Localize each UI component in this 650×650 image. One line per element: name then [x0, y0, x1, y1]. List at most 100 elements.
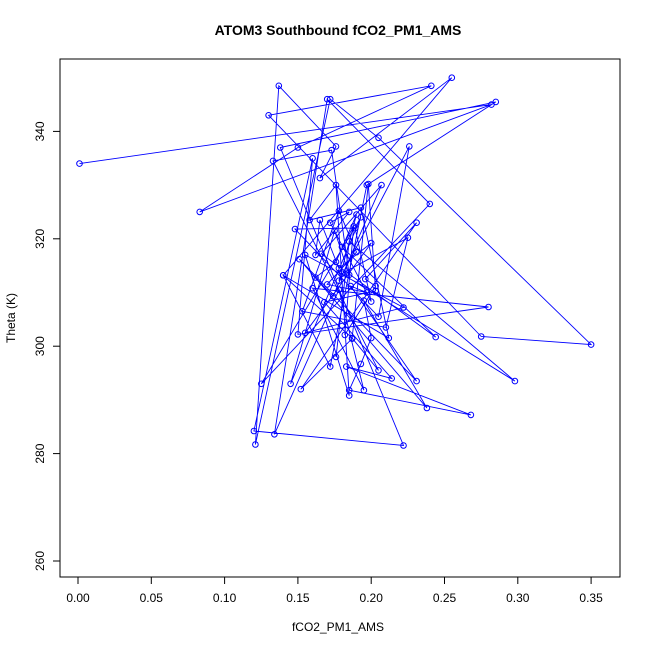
x-axis: 0.00 0.05 0.10 0.15 0.20 0.25 0.30 0.35 — [66, 576, 603, 605]
data-point — [372, 287, 379, 295]
data-point — [413, 377, 420, 385]
data-point — [350, 223, 357, 230]
x-tick-label: 0.35 — [579, 591, 603, 605]
y-axis: 260 280 300 320 340 — [33, 121, 61, 571]
data-point — [345, 238, 353, 245]
data-point — [477, 333, 485, 340]
x-tick-label: 0.15 — [286, 591, 310, 605]
data-point — [382, 324, 390, 331]
data-point — [347, 282, 355, 290]
data-point — [485, 303, 492, 311]
data-point — [335, 265, 343, 272]
x-tick-label: 0.00 — [66, 591, 90, 605]
y-tick-label: 280 — [33, 443, 47, 463]
x-tick-label: 0.25 — [433, 591, 457, 605]
data-point — [345, 271, 353, 279]
data-point — [335, 286, 343, 294]
data-point — [258, 380, 265, 388]
data-point — [388, 375, 396, 382]
data-point — [252, 441, 259, 448]
data-point — [312, 274, 319, 281]
data-point — [367, 239, 375, 247]
data-point — [400, 442, 407, 449]
data-point — [335, 277, 343, 285]
x-axis-label: fCO2_PM1_AMS — [292, 620, 384, 634]
data-point — [332, 353, 340, 361]
data-point — [318, 250, 325, 258]
data-point — [372, 282, 379, 290]
data-point — [332, 258, 340, 266]
data-point — [277, 144, 284, 151]
data-point — [492, 98, 500, 106]
data-point — [360, 297, 368, 304]
data-point — [309, 155, 316, 162]
data-point — [353, 211, 360, 218]
data-point — [404, 234, 412, 241]
data-point — [511, 377, 519, 385]
x-tick-label: 0.10 — [213, 591, 237, 605]
data-point — [301, 251, 309, 259]
data-point — [301, 329, 309, 337]
data-point — [353, 248, 360, 256]
data-point — [326, 95, 334, 103]
data-point — [279, 272, 287, 279]
data-point — [306, 216, 313, 224]
data-point — [426, 200, 434, 208]
data-point — [365, 180, 372, 188]
y-tick-label: 260 — [33, 551, 47, 571]
data-point — [275, 82, 283, 90]
data-point — [326, 219, 334, 226]
data-point — [363, 181, 371, 189]
series-layer — [76, 74, 595, 449]
x-tick-label: 0.20 — [360, 591, 384, 605]
data-point — [321, 298, 328, 306]
data-point — [400, 304, 407, 311]
data-point — [448, 74, 456, 81]
data-point — [296, 255, 303, 263]
data-point — [362, 275, 369, 283]
data-point — [287, 380, 294, 388]
data-point — [357, 360, 365, 368]
data-point — [385, 334, 393, 342]
data-point — [345, 386, 353, 394]
data-point — [335, 207, 343, 215]
data-point — [291, 225, 299, 233]
data-point — [378, 181, 385, 189]
data-point — [294, 144, 302, 151]
data-point — [587, 341, 595, 348]
y-tick-label: 320 — [33, 228, 47, 248]
data-point — [323, 281, 331, 288]
data-point — [323, 95, 331, 103]
data-point — [357, 204, 365, 211]
data-point — [331, 227, 338, 234]
data-point — [375, 134, 382, 142]
data-point — [269, 157, 277, 165]
data-point — [367, 334, 375, 342]
data-point — [338, 243, 346, 251]
y-axis-label: Theta (K) — [4, 293, 18, 343]
x-tick-label: 0.05 — [140, 591, 164, 605]
data-point — [196, 208, 203, 216]
data-point — [432, 333, 440, 341]
data-point — [467, 411, 475, 419]
data-point — [328, 146, 335, 154]
y-tick-label: 340 — [33, 121, 47, 141]
data-point — [265, 112, 272, 119]
data-point — [297, 385, 305, 393]
data-point — [329, 293, 337, 300]
data-point — [348, 335, 356, 343]
data-point — [294, 331, 302, 338]
data-point — [316, 174, 324, 182]
data-point — [309, 284, 316, 292]
data-point — [406, 143, 413, 150]
data-point — [316, 216, 324, 224]
data-point — [428, 82, 435, 90]
data-point — [271, 431, 278, 438]
data-point — [332, 181, 340, 189]
data-point — [360, 386, 368, 394]
data-point — [423, 404, 431, 412]
data-point — [299, 308, 306, 315]
data-point — [250, 427, 258, 435]
series-line — [79, 77, 593, 447]
